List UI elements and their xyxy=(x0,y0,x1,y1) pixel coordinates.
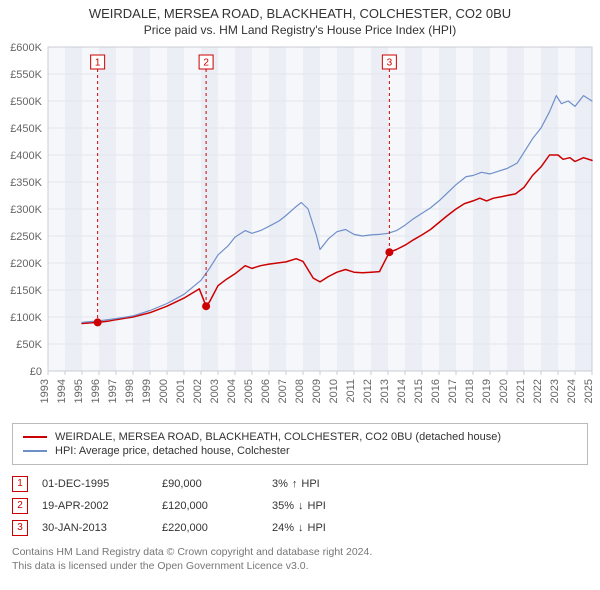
attribution-line1: Contains HM Land Registry data © Crown c… xyxy=(12,545,588,559)
svg-text:£250K: £250K xyxy=(10,231,42,243)
event-suffix-2: HPI xyxy=(308,500,326,512)
event-date-2: 19-APR-2002 xyxy=(42,500,162,512)
event-date-1: 01-DEC-1995 xyxy=(42,478,162,490)
svg-text:£300K: £300K xyxy=(10,204,42,216)
legend-swatch-property xyxy=(23,436,47,438)
event-price-3: £220,000 xyxy=(162,522,272,534)
svg-text:2015: 2015 xyxy=(413,379,425,403)
svg-text:2022: 2022 xyxy=(532,379,544,403)
svg-text:2021: 2021 xyxy=(515,379,527,403)
svg-text:1996: 1996 xyxy=(90,379,102,403)
svg-text:£550K: £550K xyxy=(10,69,42,81)
svg-text:£350K: £350K xyxy=(10,177,42,189)
event-suffix-1: HPI xyxy=(301,478,319,490)
event-diff-1: 3% ↑ HPI xyxy=(272,478,392,490)
svg-text:£150K: £150K xyxy=(10,285,42,297)
svg-text:£500K: £500K xyxy=(10,96,42,108)
svg-text:2000: 2000 xyxy=(158,379,170,403)
legend: WEIRDALE, MERSEA ROAD, BLACKHEATH, COLCH… xyxy=(12,423,588,465)
svg-text:2007: 2007 xyxy=(277,379,289,403)
legend-item-hpi: HPI: Average price, detached house, Colc… xyxy=(23,444,577,458)
attribution-line2: This data is licensed under the Open Gov… xyxy=(12,559,588,573)
legend-swatch-hpi xyxy=(23,450,47,452)
svg-text:£100K: £100K xyxy=(10,312,42,324)
svg-text:£200K: £200K xyxy=(10,258,42,270)
legend-label-property: WEIRDALE, MERSEA ROAD, BLACKHEATH, COLCH… xyxy=(55,431,501,443)
svg-text:2019: 2019 xyxy=(481,379,493,403)
svg-text:2011: 2011 xyxy=(345,379,357,403)
svg-text:£600K: £600K xyxy=(10,42,42,54)
arrow-down-icon: ↓ xyxy=(298,522,304,534)
svg-text:1995: 1995 xyxy=(73,379,85,403)
arrow-up-icon: ↑ xyxy=(292,478,298,490)
svg-text:2002: 2002 xyxy=(192,379,204,403)
svg-text:2: 2 xyxy=(203,58,209,69)
event-marker-2: 2 xyxy=(12,498,28,514)
attribution: Contains HM Land Registry data © Crown c… xyxy=(12,545,588,573)
event-row-1: 1 01-DEC-1995 £90,000 3% ↑ HPI xyxy=(12,473,588,495)
event-diff-3: 24% ↓ HPI xyxy=(272,522,392,534)
svg-text:2004: 2004 xyxy=(226,379,238,403)
legend-label-hpi: HPI: Average price, detached house, Colc… xyxy=(55,445,290,457)
event-price-2: £120,000 xyxy=(162,500,272,512)
svg-text:2001: 2001 xyxy=(175,379,187,403)
svg-text:2008: 2008 xyxy=(294,379,306,403)
svg-text:2009: 2009 xyxy=(311,379,323,403)
legend-item-property: WEIRDALE, MERSEA ROAD, BLACKHEATH, COLCH… xyxy=(23,430,577,444)
event-diff-pct-1: 3% xyxy=(272,478,288,490)
svg-text:£450K: £450K xyxy=(10,123,42,135)
event-diff-pct-2: 35% xyxy=(272,500,294,512)
svg-text:1999: 1999 xyxy=(141,379,153,403)
event-diff-2: 35% ↓ HPI xyxy=(272,500,392,512)
svg-text:2014: 2014 xyxy=(396,379,408,403)
svg-text:2017: 2017 xyxy=(447,379,459,403)
svg-text:2025: 2025 xyxy=(583,379,595,403)
event-diff-pct-3: 24% xyxy=(272,522,294,534)
event-suffix-3: HPI xyxy=(308,522,326,534)
svg-text:£0: £0 xyxy=(30,366,42,378)
event-row-3: 3 30-JAN-2013 £220,000 24% ↓ HPI xyxy=(12,517,588,539)
svg-text:£400K: £400K xyxy=(10,150,42,162)
event-row-2: 2 19-APR-2002 £120,000 35% ↓ HPI xyxy=(12,495,588,517)
svg-text:2012: 2012 xyxy=(362,379,374,403)
event-marker-3: 3 xyxy=(12,520,28,536)
svg-text:£50K: £50K xyxy=(16,339,42,351)
sale-events: 1 01-DEC-1995 £90,000 3% ↑ HPI 2 19-APR-… xyxy=(12,473,588,539)
svg-text:3: 3 xyxy=(387,58,393,69)
event-marker-1: 1 xyxy=(12,476,28,492)
arrow-down-icon: ↓ xyxy=(298,500,304,512)
svg-text:2023: 2023 xyxy=(549,379,561,403)
svg-text:2003: 2003 xyxy=(209,379,221,403)
event-date-3: 30-JAN-2013 xyxy=(42,522,162,534)
svg-text:2010: 2010 xyxy=(328,379,340,403)
svg-text:1997: 1997 xyxy=(107,379,119,403)
svg-text:1998: 1998 xyxy=(124,379,136,403)
svg-text:1994: 1994 xyxy=(56,379,68,403)
svg-text:2005: 2005 xyxy=(243,379,255,403)
chart-subtitle: Price paid vs. HM Land Registry's House … xyxy=(0,21,600,41)
svg-text:2024: 2024 xyxy=(566,379,578,403)
svg-text:2006: 2006 xyxy=(260,379,272,403)
chart-area: £0 £50K £100K £150K £200K £250K £300K £350K £400… xyxy=(0,41,600,419)
event-price-1: £90,000 xyxy=(162,478,272,490)
svg-text:2020: 2020 xyxy=(498,379,510,403)
svg-text:2016: 2016 xyxy=(430,379,442,403)
svg-text:2018: 2018 xyxy=(464,379,476,403)
svg-text:1: 1 xyxy=(95,58,101,69)
chart-title: WEIRDALE, MERSEA ROAD, BLACKHEATH, COLCH… xyxy=(0,0,600,21)
chart-svg: £0 £50K £100K £150K £200K £250K £300K £350K £400… xyxy=(0,41,600,419)
svg-text:2013: 2013 xyxy=(379,379,391,403)
svg-text:1993: 1993 xyxy=(39,379,51,403)
